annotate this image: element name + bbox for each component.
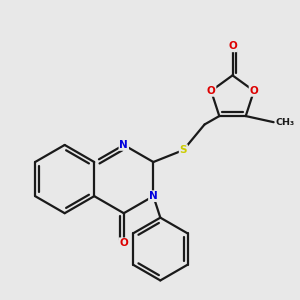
- Text: CH₃: CH₃: [275, 118, 294, 127]
- Text: O: O: [228, 41, 237, 51]
- Text: O: O: [250, 86, 258, 96]
- Text: O: O: [119, 238, 128, 248]
- Text: N: N: [149, 191, 158, 201]
- Text: O: O: [207, 86, 215, 96]
- Text: N: N: [119, 140, 128, 150]
- Text: S: S: [180, 145, 187, 155]
